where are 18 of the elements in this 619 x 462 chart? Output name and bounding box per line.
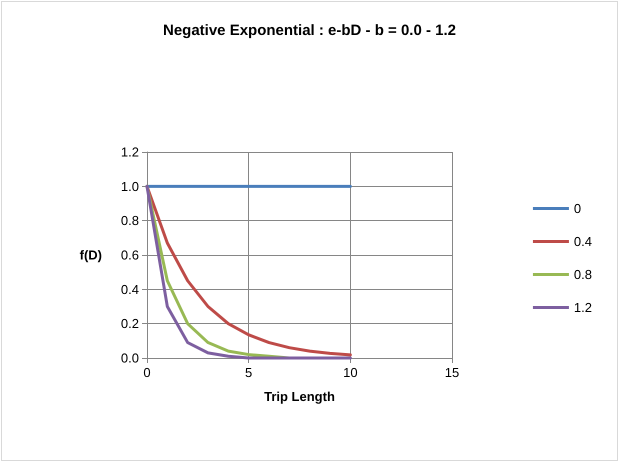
legend-label: 1.2: [574, 300, 592, 315]
legend-label: 0.4: [574, 234, 592, 249]
y-tick-label: 1.0: [120, 178, 139, 194]
y-tick-label: 0.2: [120, 316, 139, 332]
x-tick-label: 5: [245, 365, 252, 380]
x-axis-title: Trip Length: [264, 389, 335, 404]
y-axis-title: f(D): [80, 248, 102, 262]
x-tick-label: 15: [444, 365, 460, 380]
y-tick-label: 0.8: [120, 213, 139, 228]
x-tick-label: 10: [343, 365, 358, 380]
chart-title: Negative Exponential : e-bD - b = 0.0 - 1.2: [163, 22, 456, 39]
y-tick-label: 1.2: [120, 144, 139, 160]
y-tick-label: 0.4: [120, 282, 139, 297]
legend-label: 0: [574, 201, 582, 216]
y-tick-label: 0.6: [120, 248, 139, 262]
legend-label: 0.8: [574, 267, 592, 282]
x-tick-label: 0: [143, 365, 151, 380]
y-tick-label: 0.0: [120, 350, 139, 366]
